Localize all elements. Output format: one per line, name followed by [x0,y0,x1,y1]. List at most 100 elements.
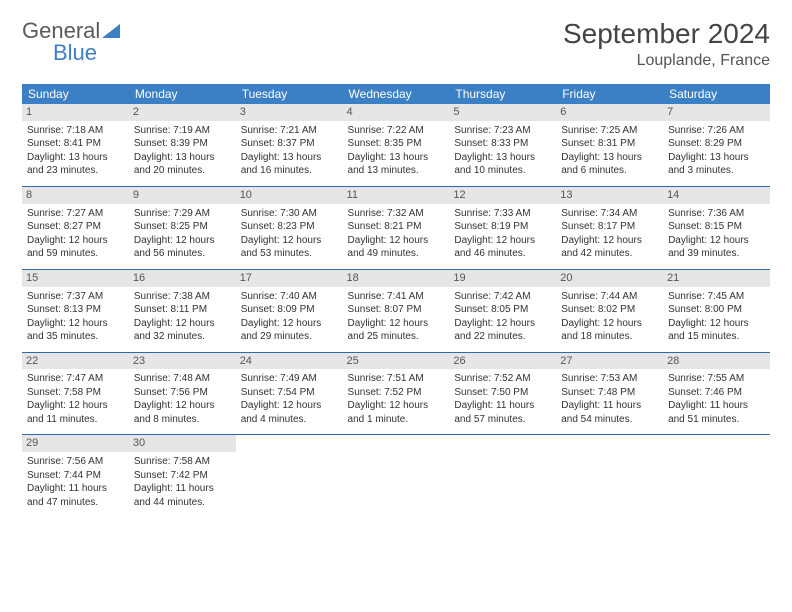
sunrise-line: Sunrise: 7:25 AM [561,124,658,138]
sunrise-line: Sunrise: 7:41 AM [348,290,445,304]
col-sunday: Sunday [22,84,129,104]
day-number: 27 [556,353,663,370]
calendar-day-cell: 25 Sunrise: 7:51 AMSunset: 7:52 PMDayligh… [343,352,450,435]
day-number: 7 [663,104,770,121]
calendar-day-cell: 13Sunrise: 7:34 AMSunset: 8:17 PMDayligh… [556,186,663,269]
calendar-day-cell: 11Sunrise: 7:32 AMSunset: 8:21 PMDayligh… [343,186,450,269]
daylight-line: Daylight: 13 hours and 16 minutes. [241,151,338,178]
daylight-line: Daylight: 13 hours and 13 minutes. [348,151,445,178]
title-block: September 2024 Louplande, France [563,18,770,70]
sunrise-line: Sunrise: 7:40 AM [241,290,338,304]
sunrise-line: Sunrise: 7:38 AM [134,290,231,304]
day-number: 11 [343,187,450,204]
day-number: 6 [556,104,663,121]
calendar-day-cell: 30Sunrise: 7:58 AMSunset: 7:42 PMDayligh… [129,435,236,517]
day-number: 13 [556,187,663,204]
day-number: 1 [22,104,129,121]
sunset-line: Sunset: 8:15 PM [668,220,765,234]
daylight-line: Daylight: 13 hours and 20 minutes. [134,151,231,178]
col-monday: Monday [129,84,236,104]
day-number: 18 [343,270,450,287]
calendar-day-cell: 20Sunrise: 7:44 AMSunset: 8:02 PMDayligh… [556,269,663,352]
sunset-line: Sunset: 8:00 PM [668,303,765,317]
sunrise-line: Sunrise: 7:52 AM [454,372,551,386]
daylight-line: Daylight: 13 hours and 10 minutes. [454,151,551,178]
sunset-line: Sunset: 7:58 PM [27,386,124,400]
calendar-day-cell: 9Sunrise: 7:29 AMSunset: 8:25 PMDaylight… [129,186,236,269]
calendar-day-cell: 28Sunrise: 7:55 AMSunset: 7:46 PMDayligh… [663,352,770,435]
daylight-line: Daylight: 11 hours and 54 minutes. [561,399,658,426]
calendar-day-cell: 18Sunrise: 7:41 AMSunset: 8:07 PMDayligh… [343,269,450,352]
sunrise-line: Sunrise: 7:42 AM [454,290,551,304]
calendar-day-cell: 12Sunrise: 7:33 AMSunset: 8:19 PMDayligh… [449,186,556,269]
sunrise-line: Sunrise: 7:29 AM [134,207,231,221]
calendar-week-row: 8 Sunrise: 7:27 AMSunset: 8:27 PM Daylight… [22,186,770,269]
daylight-line: Daylight: 12 hours and 11 minutes. [27,399,124,426]
calendar-day-cell: 27Sunrise: 7:53 AMSunset: 7:48 PMDayligh… [556,352,663,435]
calendar-day-cell: 16Sunrise: 7:38 AMSunset: 8:11 PMDayligh… [129,269,236,352]
col-wednesday: Wednesday [343,84,450,104]
calendar-day-cell: 8Sunrise: 7:27 AMSunset: 8:27 PMDaylight… [22,186,129,269]
day-number: 29 [22,435,129,452]
daylight-line: Daylight: 12 hours and 18 minutes. [561,317,658,344]
sunrise-line: Sunrise: 7:21 AM [241,124,338,138]
sunset-line: Sunset: 8:17 PM [561,220,658,234]
calendar-day-cell: 10Sunrise: 7:30 AMSunset: 8:23 PMDayligh… [236,186,343,269]
sunset-line: Sunset: 7:42 PM [134,469,231,483]
sunrise-line: Sunrise: 7:48 AM [134,372,231,386]
sunset-line: Sunset: 8:29 PM [668,137,765,151]
sunset-line: Sunset: 8:05 PM [454,303,551,317]
daylight-line: Daylight: 12 hours and 15 minutes. [668,317,765,344]
sunset-line: Sunset: 7:48 PM [561,386,658,400]
day-number: 24 [236,353,343,370]
sunset-line: Sunset: 8:31 PM [561,137,658,151]
daylight-line: Daylight: 12 hours and 46 minutes. [454,234,551,261]
sunset-line: Sunset: 8:27 PM [27,220,124,234]
day-number: 5 [449,104,556,121]
day-number: 14 [663,187,770,204]
daylight-line: Daylight: 13 hours and 3 minutes. [668,151,765,178]
sunrise-line: Sunrise: 7:51 AM [348,372,445,386]
sunset-line: Sunset: 7:52 PM [348,386,445,400]
calendar-day-cell: 29Sunrise: 7:56 AMSunset: 7:44 PMDayligh… [22,435,129,517]
sunrise-line: Sunrise: 7:47 AM [27,372,124,386]
calendar-day-cell [236,435,343,517]
calendar-day-cell: 3Sunrise: 7:21 AMSunset: 8:37 PMDaylight… [236,104,343,186]
calendar-day-cell [663,435,770,517]
calendar-week-row: 15Sunrise: 7:37 AMSunset: 8:13 PMDayligh… [22,269,770,352]
calendar-day-cell: 15Sunrise: 7:37 AMSunset: 8:13 PMDayligh… [22,269,129,352]
day-number: 16 [129,270,236,287]
sunrise-line: Sunrise: 7:27 AM [27,207,124,221]
daylight-line: Daylight: 13 hours and 6 minutes. [561,151,658,178]
daylight-line: Daylight: 13 hours and 23 minutes. [27,151,124,178]
calendar-day-cell: 7Sunrise: 7:26 AMSunset: 8:29 PMDaylight… [663,104,770,186]
calendar-day-cell: 14Sunrise: 7:36 AMSunset: 8:15 PMDayligh… [663,186,770,269]
sunrise-line: Sunrise: 7:23 AM [454,124,551,138]
calendar-day-cell: 5Sunrise: 7:23 AMSunset: 8:33 PMDaylight… [449,104,556,186]
day-number: 8 [22,187,129,204]
calendar-day-cell [449,435,556,517]
daylight-line: Daylight: 12 hours and 8 minutes. [134,399,231,426]
sunset-line: Sunset: 8:39 PM [134,137,231,151]
day-number: 19 [449,270,556,287]
calendar-day-cell: 26Sunrise: 7:52 AMSunset: 7:50 PMDayligh… [449,352,556,435]
col-friday: Friday [556,84,663,104]
sunrise-line: Sunrise: 7:56 AM [27,455,124,469]
day-number: 25 [343,353,450,370]
day-number: 9 [129,187,236,204]
sunrise-line: Sunrise: 7:33 AM [454,207,551,221]
sunset-line: Sunset: 7:56 PM [134,386,231,400]
sunset-line: Sunset: 7:50 PM [454,386,551,400]
calendar-day-cell: 2Sunrise: 7:19 AMSunset: 8:39 PMDaylight… [129,104,236,186]
day-number: 12 [449,187,556,204]
col-saturday: Saturday [663,84,770,104]
sunset-line: Sunset: 8:21 PM [348,220,445,234]
sunset-line: Sunset: 8:35 PM [348,137,445,151]
daylight-line: Daylight: 12 hours and 42 minutes. [561,234,658,261]
daylight-line: Daylight: 12 hours and 53 minutes. [241,234,338,261]
location: Louplande, France [563,52,770,70]
calendar-day-cell: 6 Sunrise: 7:25 AMSunset: 8:31 PMDaylight… [556,104,663,186]
day-number: 21 [663,270,770,287]
sunrise-line: Sunrise: 7:49 AM [241,372,338,386]
daylight-line: Daylight: 12 hours and 1 minute. [348,399,445,426]
